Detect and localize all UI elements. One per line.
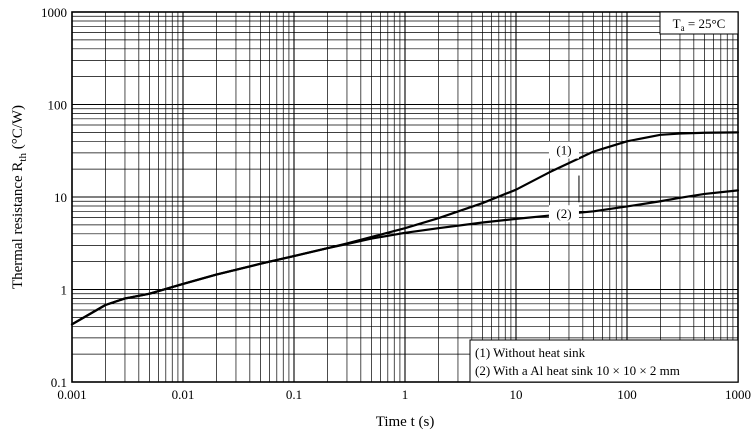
y-axis-title-main: Thermal resistance R <box>10 162 26 289</box>
y-axis-title: Thermal resistance Rth (°C/W) <box>10 105 29 289</box>
y-tick-labels: 0.1 1 10 100 1000 <box>41 5 67 390</box>
major-grid <box>71 12 738 383</box>
callout-curve-1: (1) <box>556 143 571 158</box>
svg-text:Ta = 25°C: Ta = 25°C <box>673 16 726 33</box>
x-axis-title: Time t (s) <box>376 414 435 430</box>
x-tick-label: 0.1 <box>286 387 302 402</box>
condition-rest: = 25°C <box>685 16 726 31</box>
x-tick-label: 10 <box>510 387 523 402</box>
y-tick-label: 1 <box>61 283 68 298</box>
y-axis-title-unit: (°C/W) <box>10 105 26 153</box>
condition-main: T <box>673 16 681 31</box>
y-tick-label: 0.1 <box>51 375 67 390</box>
legend-entry-1: (1) Without heat sink <box>475 345 586 360</box>
plot-frame <box>71 11 739 383</box>
curve-callouts: (1) (2) <box>548 141 580 223</box>
x-tick-labels: 0.001 0.01 0.1 1 10 100 1000 <box>57 387 751 402</box>
y-tick-label: 10 <box>54 190 67 205</box>
condition-subscript: a <box>681 23 685 33</box>
x-tick-label: 0.01 <box>172 387 195 402</box>
y-axis-title-subscript: th <box>17 153 29 162</box>
x-tick-label: 100 <box>617 387 637 402</box>
x-tick-label: 1 <box>402 387 409 402</box>
series-2-line <box>70 189 740 326</box>
y-tick-label: 100 <box>48 98 68 113</box>
x-tick-label: 1000 <box>725 387 751 402</box>
condition-label: Ta = 25°C <box>659 11 739 35</box>
curves <box>70 131 740 326</box>
legend-entry-2: (2) With a Al heat sink 10 × 10 × 2 mm <box>475 363 680 378</box>
y-tick-label: 1000 <box>41 5 67 20</box>
x-tick-label: 0.001 <box>57 387 86 402</box>
callout-curve-2: (2) <box>556 206 571 221</box>
legend: (1) Without heat sink (2) With a Al heat… <box>469 339 739 383</box>
